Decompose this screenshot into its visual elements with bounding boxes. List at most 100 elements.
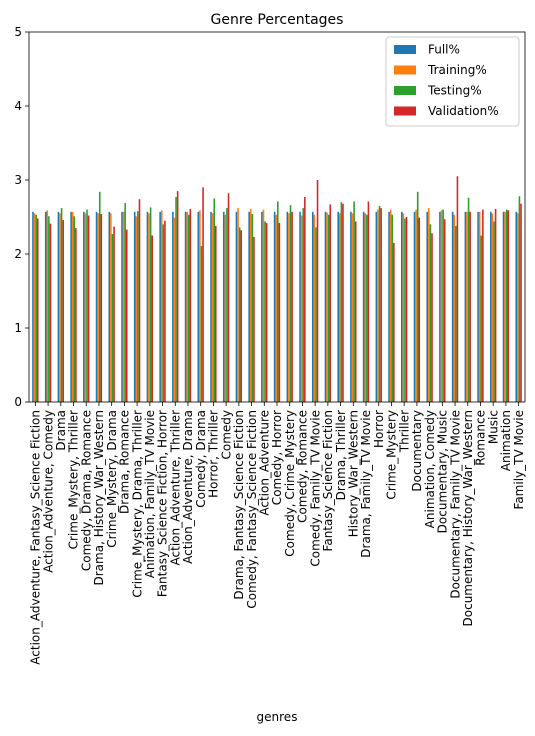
bar — [418, 217, 421, 402]
bar — [313, 214, 316, 402]
x-tick-label: Action_Adventure, Thriller — [168, 410, 182, 566]
bar — [57, 211, 60, 402]
bar — [429, 224, 432, 402]
legend-label: Full% — [428, 43, 460, 57]
bar — [401, 211, 403, 402]
x-tick-label: Documentary, History_War_Western — [461, 410, 475, 626]
legend-swatch — [394, 86, 416, 95]
bar — [404, 218, 406, 402]
x-tick-label: Action_Adventure, Fantasy_Science Fictio… — [29, 410, 43, 665]
bar — [249, 208, 252, 402]
bar — [262, 209, 265, 402]
x-tick-label: Family_TV Movie — [512, 410, 526, 509]
bar — [197, 211, 200, 402]
bar — [125, 229, 128, 402]
bar — [175, 197, 177, 402]
bar — [238, 227, 241, 402]
bar — [222, 211, 225, 402]
x-tick-label: Comedy, Romance — [296, 410, 310, 523]
bar — [351, 213, 354, 402]
bar — [176, 191, 179, 402]
x-tick-label: History_War_Western — [347, 410, 361, 537]
bar — [49, 223, 52, 402]
bar — [455, 225, 457, 402]
x-tick-label: Comedy, Horror — [270, 410, 284, 505]
bar — [316, 180, 319, 402]
bar — [502, 211, 505, 402]
legend: Full% Training% Testing% Validation% — [385, 36, 520, 127]
bar — [36, 218, 39, 402]
bar — [84, 213, 87, 402]
bar — [83, 211, 85, 402]
legend-swatch — [394, 45, 416, 54]
bar — [253, 236, 255, 402]
bar — [491, 213, 494, 402]
bar — [478, 211, 481, 402]
bar — [264, 221, 266, 402]
x-tick-label: Drama, Romance — [118, 410, 132, 514]
bar — [389, 209, 392, 402]
legend-box — [385, 36, 520, 127]
bar — [391, 214, 394, 402]
bar — [426, 211, 429, 402]
bar — [71, 211, 74, 402]
x-tick-label: Fantasy_Science Fiction, Horror — [156, 410, 170, 597]
bar — [251, 214, 254, 402]
x-tick-label: Comedy, Family_TV Movie — [308, 410, 322, 567]
x-tick-label: Action_Adventure — [257, 410, 271, 516]
bar — [184, 211, 187, 402]
legend-swatch — [394, 106, 416, 116]
bar — [342, 203, 344, 402]
bar — [405, 217, 408, 402]
bar — [464, 211, 467, 402]
bar — [138, 199, 141, 402]
bar — [467, 197, 470, 402]
bar — [59, 213, 61, 402]
x-tick-label: Animation, Comedy — [423, 410, 437, 528]
bar — [108, 211, 111, 402]
bar — [213, 198, 215, 402]
bar — [416, 191, 419, 402]
x-tick-label: Thriller — [397, 410, 411, 453]
bar — [299, 211, 301, 402]
x-tick-label: Animation, Family_TV Movie — [143, 410, 157, 578]
bar — [350, 211, 352, 402]
x-tick-label: Action_Adventure, Drama — [181, 410, 195, 564]
bar — [443, 219, 446, 402]
bar — [431, 233, 433, 402]
bar — [515, 211, 518, 402]
bar — [70, 211, 72, 402]
bar — [277, 201, 279, 402]
x-tick-label: Comedy, Fantasy_Science Fiction — [245, 410, 259, 609]
x-tick-label: Drama, Fantasy_Science Fiction — [232, 410, 246, 600]
bar — [289, 205, 292, 402]
bar — [202, 187, 204, 402]
x-tick-label: Documentary, Family_TV Movie — [448, 410, 462, 599]
bar — [46, 210, 49, 402]
bar — [121, 211, 123, 402]
bar — [172, 211, 174, 402]
bar — [273, 211, 276, 402]
legend-swatch — [394, 65, 416, 75]
bar — [456, 176, 459, 402]
bar — [98, 191, 101, 402]
x-tick-label: Action_Adventure, Comedy — [41, 410, 55, 573]
bar — [210, 211, 212, 402]
bar — [482, 209, 484, 402]
bar — [520, 203, 522, 402]
bar — [439, 211, 441, 402]
x-tick-label: Documentary — [410, 410, 424, 492]
bar — [362, 211, 365, 402]
bar — [122, 211, 125, 402]
bar — [35, 214, 37, 402]
bar — [494, 208, 497, 402]
bar — [302, 208, 305, 402]
bar — [480, 235, 483, 402]
bar — [113, 226, 115, 402]
x-tick-label: Crime_Mystery, Drama — [105, 410, 119, 548]
bar — [164, 220, 166, 402]
bar — [315, 227, 317, 402]
bar — [337, 211, 339, 402]
y-tick-label: 0 — [14, 395, 22, 409]
x-tick-label: Horror — [372, 410, 386, 448]
